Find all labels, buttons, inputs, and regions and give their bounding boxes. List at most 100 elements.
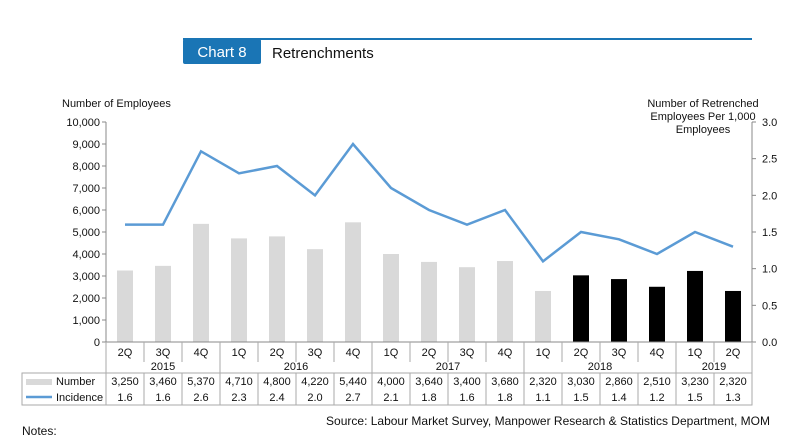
quarter-label: 4Q (194, 347, 209, 359)
number-value: 3,640 (415, 376, 443, 388)
bar-number (383, 254, 399, 342)
quarter-label: 1Q (232, 347, 247, 359)
incidence-value: 1.8 (421, 392, 436, 404)
quarter-label: 1Q (688, 347, 703, 359)
left-tick-label: 4,000 (72, 249, 100, 261)
legend-incidence: Incidence (56, 392, 103, 404)
quarter-label: 4Q (346, 347, 361, 359)
quarter-label: 2Q (270, 347, 285, 359)
quarter-label: 3Q (460, 347, 475, 359)
incidence-value: 1.5 (573, 392, 588, 404)
incidence-value: 2.7 (345, 392, 360, 404)
bar-number (649, 287, 665, 342)
number-value: 4,710 (225, 376, 253, 388)
right-axis-label-2: Employees Per 1,000 (650, 111, 755, 123)
left-axis-label: Number of Employees (62, 98, 171, 110)
number-value: 4,800 (263, 376, 291, 388)
number-value: 3,250 (111, 376, 139, 388)
number-value: 5,370 (187, 376, 215, 388)
quarter-label: 2Q (422, 347, 437, 359)
incidence-value: 1.6 (459, 392, 474, 404)
number-value: 3,680 (491, 376, 519, 388)
incidence-value: 1.2 (649, 392, 664, 404)
incidence-value: 1.1 (535, 392, 550, 404)
source-note: Source: Labour Market Survey, Manpower R… (326, 414, 770, 428)
quarter-label: 2Q (726, 347, 741, 359)
quarter-label: 1Q (536, 347, 551, 359)
number-value: 2,320 (529, 376, 557, 388)
left-tick-label: 7,000 (72, 183, 100, 195)
legend-number-swatch (26, 379, 52, 385)
bar-number (535, 291, 551, 342)
number-value: 5,440 (339, 376, 367, 388)
incidence-value: 1.5 (687, 392, 702, 404)
incidence-value: 1.4 (611, 392, 626, 404)
number-value: 2,510 (643, 376, 671, 388)
left-tick-label: 5,000 (72, 227, 100, 239)
bar-number (725, 291, 741, 342)
number-value: 3,460 (149, 376, 177, 388)
bar-number (459, 267, 475, 342)
incidence-value: 1.6 (117, 392, 132, 404)
left-tick-label: 1,000 (72, 315, 100, 327)
number-value: 3,030 (567, 376, 595, 388)
right-tick-label: 1.5 (762, 227, 777, 239)
incidence-value: 2.4 (269, 392, 284, 404)
right-tick-label: 3.0 (762, 117, 777, 129)
incidence-line (125, 144, 733, 261)
bar-number (345, 222, 361, 342)
bar-number (117, 271, 133, 343)
left-tick-label: 8,000 (72, 161, 100, 173)
right-tick-label: 0.0 (762, 337, 777, 349)
bar-number (307, 249, 323, 342)
number-value: 4,220 (301, 376, 329, 388)
right-tick-label: 2.0 (762, 190, 777, 202)
incidence-value: 1.3 (725, 392, 740, 404)
right-tick-label: 2.5 (762, 154, 777, 166)
number-value: 2,320 (719, 376, 747, 388)
bar-number (497, 261, 513, 342)
bar-number (421, 262, 437, 342)
left-tick-label: 10,000 (66, 117, 100, 129)
incidence-value: 2.6 (193, 392, 208, 404)
quarter-label: 1Q (384, 347, 399, 359)
bar-number (155, 266, 171, 342)
chart-title: Retrenchments (272, 45, 374, 62)
right-tick-label: 0.5 (762, 300, 777, 312)
year-label: 2016 (284, 361, 308, 373)
year-label: 2019 (702, 361, 726, 373)
notes-label: Notes: (22, 424, 57, 437)
number-value: 2,860 (605, 376, 633, 388)
incidence-value: 2.1 (383, 392, 398, 404)
year-label: 2018 (588, 361, 612, 373)
number-value: 3,400 (453, 376, 481, 388)
left-tick-label: 0 (94, 337, 100, 349)
year-label: 2017 (436, 361, 460, 373)
bar-number (687, 271, 703, 342)
incidence-value: 2.3 (231, 392, 246, 404)
quarter-label: 3Q (308, 347, 323, 359)
incidence-value: 1.6 (155, 392, 170, 404)
right-axis-label-1: Number of Retrenched (647, 98, 758, 110)
quarter-label: 3Q (612, 347, 627, 359)
quarter-label: 2Q (574, 347, 589, 359)
bar-number (193, 224, 209, 342)
quarter-label: 3Q (156, 347, 171, 359)
bar-number (231, 238, 247, 342)
year-label: 2015 (151, 361, 175, 373)
left-tick-label: 3,000 (72, 271, 100, 283)
legend-number: Number (56, 376, 95, 388)
quarter-label: 2Q (118, 347, 133, 359)
number-value: 3,230 (681, 376, 709, 388)
chart-number: Chart 8 (197, 44, 246, 61)
incidence-value: 1.8 (497, 392, 512, 404)
incidence-value: 2.0 (307, 392, 322, 404)
left-tick-label: 6,000 (72, 205, 100, 217)
bar-number (611, 279, 627, 342)
left-tick-label: 2,000 (72, 293, 100, 305)
quarter-label: 4Q (650, 347, 665, 359)
bar-number (269, 236, 285, 342)
quarter-label: 4Q (498, 347, 513, 359)
bar-number (573, 275, 589, 342)
